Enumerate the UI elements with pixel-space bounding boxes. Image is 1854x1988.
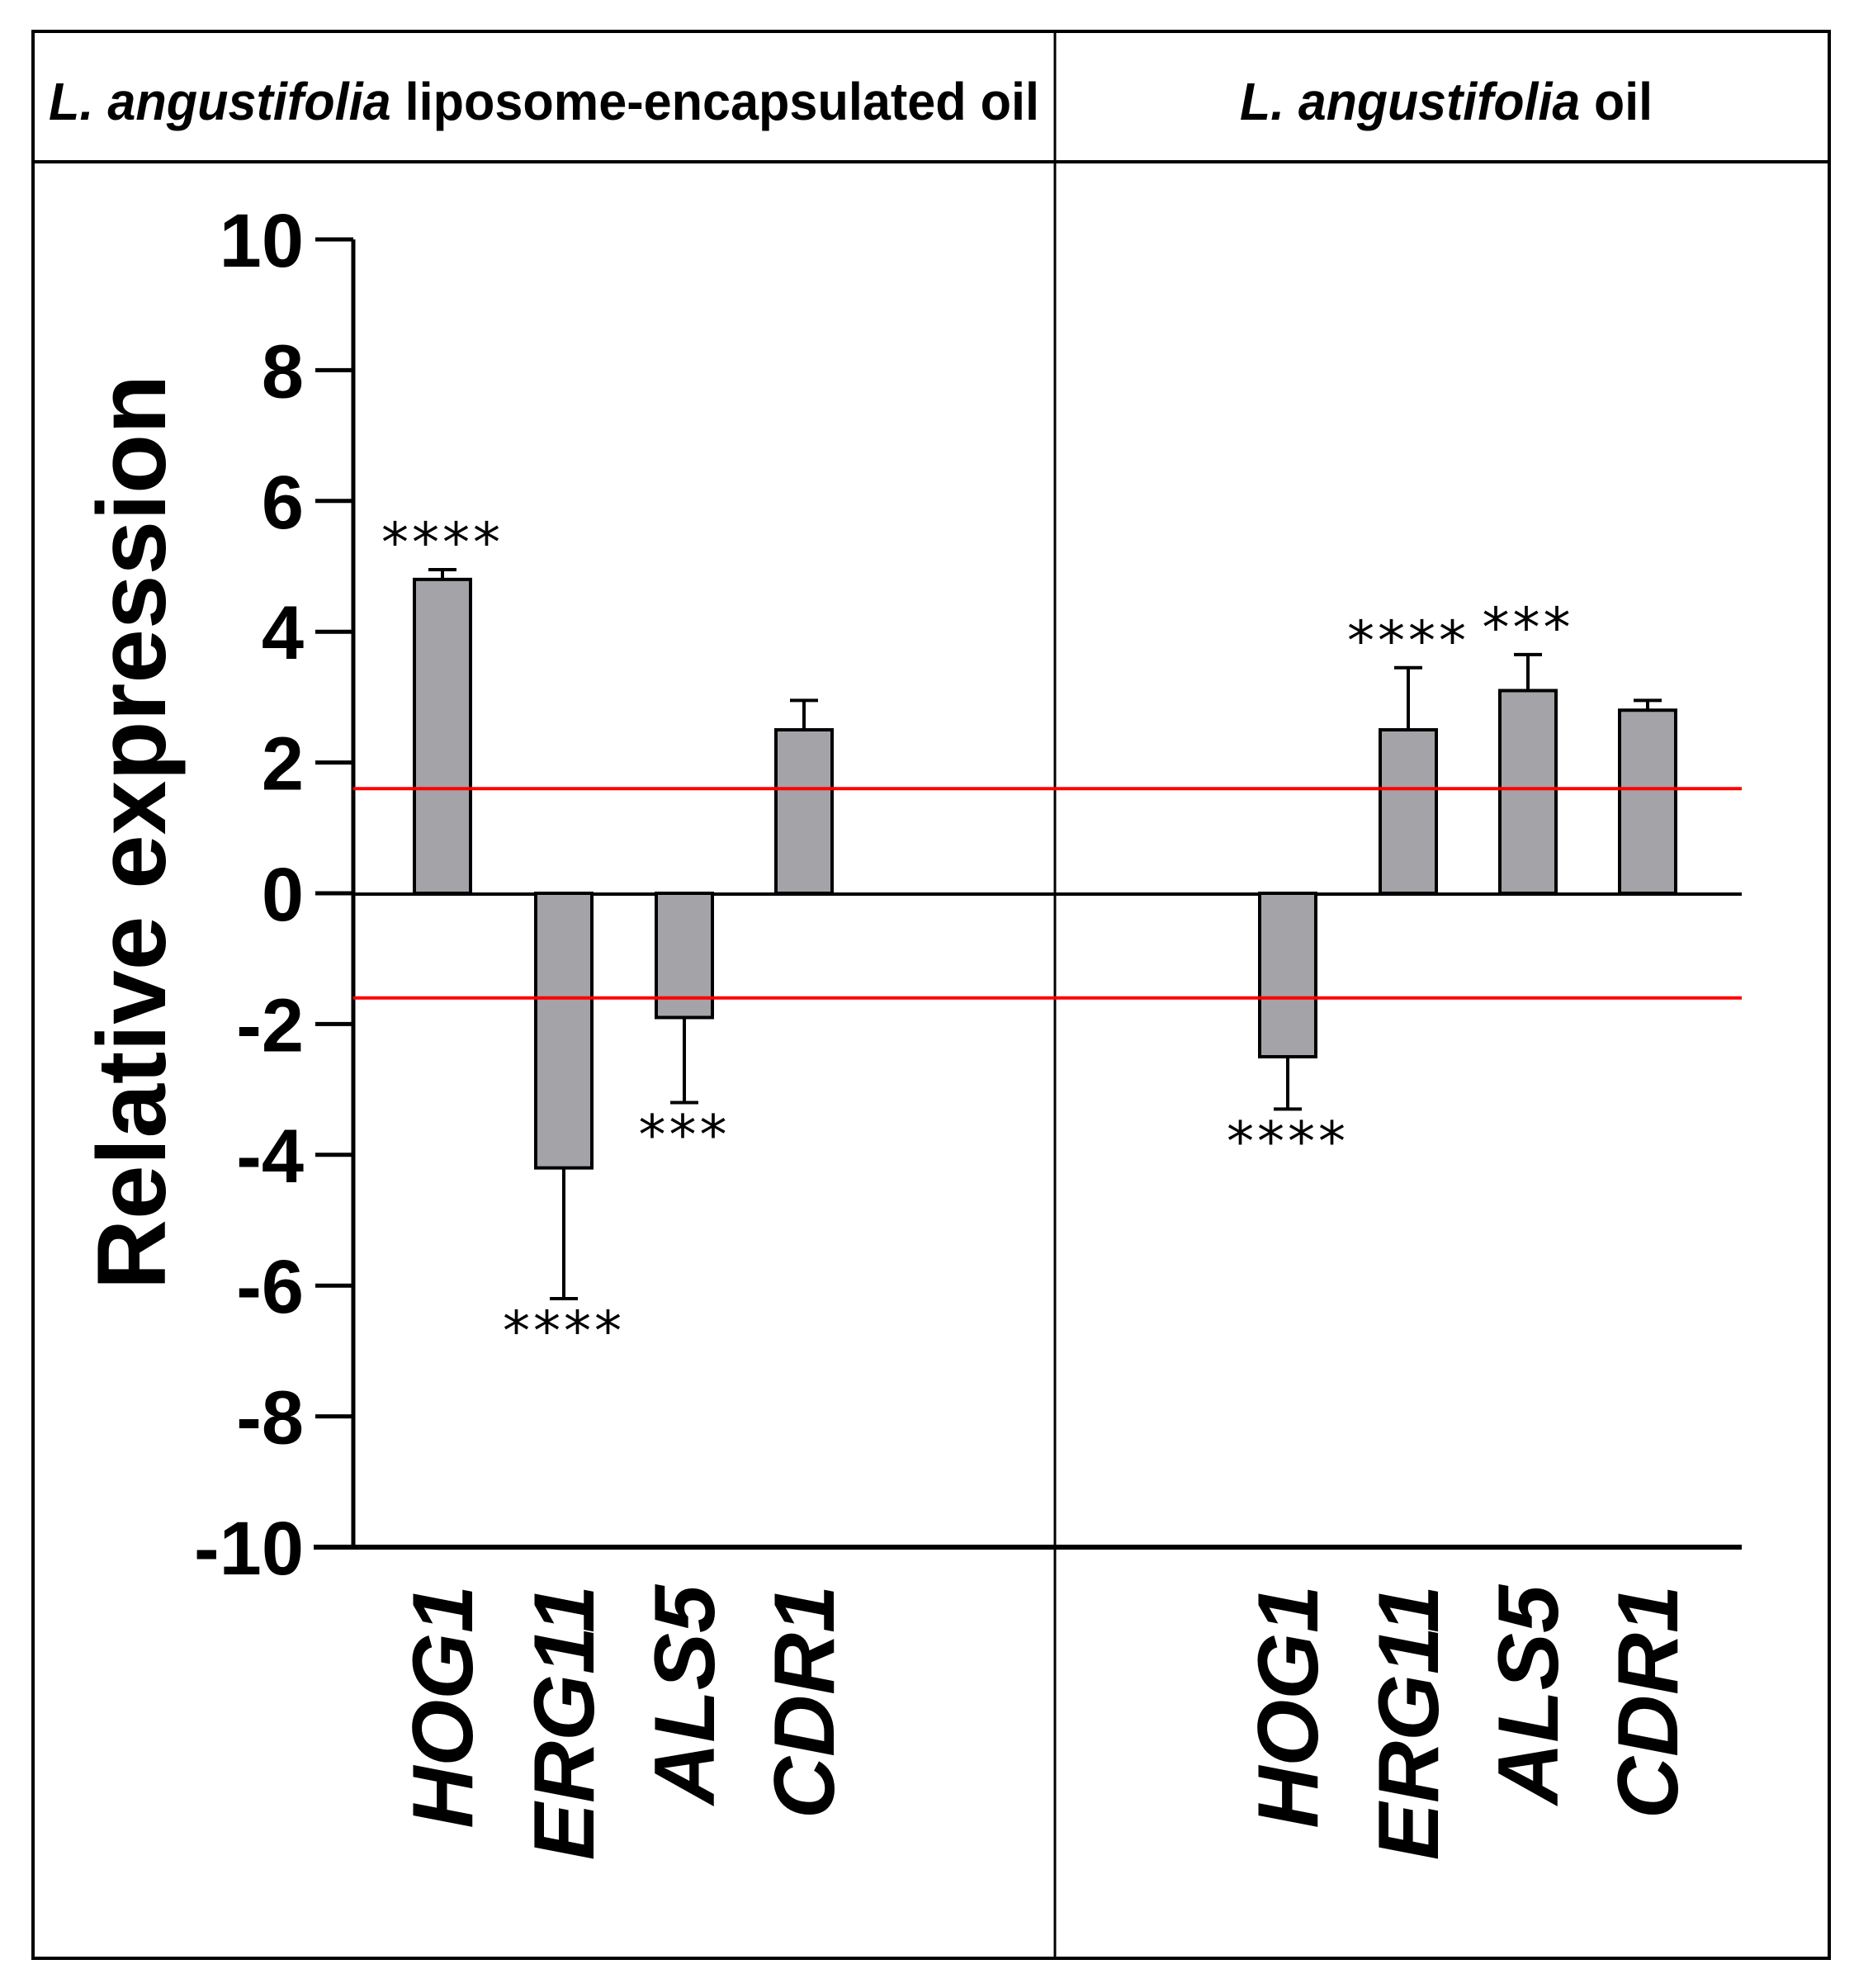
x-category-label: ERG11 (517, 1585, 612, 1860)
y-axis-label: Relative expression (78, 375, 187, 1290)
y-tick-label: 4 (262, 591, 304, 675)
y-tick-label: 8 (262, 329, 304, 414)
y-tick-label: -6 (236, 1245, 304, 1329)
x-category-label: HOG1 (395, 1585, 491, 1829)
significance-marker: **** (1227, 1110, 1349, 1173)
x-category-label: CDR1 (1601, 1585, 1696, 1819)
significance-marker: **** (1347, 609, 1469, 673)
y-tick-label: -8 (236, 1376, 304, 1460)
bar (774, 728, 834, 895)
y-tick-label: -10 (194, 1507, 304, 1591)
y-tick-label: -4 (236, 1115, 304, 1199)
significance-marker: *** (1483, 596, 1574, 660)
x-category-label: HOG1 (1241, 1585, 1336, 1829)
bar (413, 577, 472, 896)
panel-2-title: L. angustifolia oil (1240, 72, 1653, 131)
x-category-label: ALS5 (637, 1583, 733, 1807)
bar (1379, 728, 1438, 895)
panel-2-title-italic: L. angustifolia (1240, 72, 1580, 131)
y-tick-label: 10 (220, 199, 304, 283)
x-category-label: ALS5 (1481, 1583, 1577, 1807)
significance-marker: **** (381, 511, 504, 575)
y-tick-label: 0 (262, 853, 304, 937)
panel-1-title-rest: liposome-encapsulated oil (391, 72, 1039, 131)
chart-frame (31, 30, 1831, 1960)
y-tick-label: 2 (262, 722, 304, 807)
y-tick-label: -2 (236, 983, 304, 1067)
panel-1-title: L. angustifolia liposome-encapsulated oi… (49, 72, 1039, 131)
bar (534, 892, 594, 1170)
significance-marker: **** (503, 1299, 625, 1363)
bar (1498, 689, 1558, 895)
x-category-label: CDR1 (757, 1585, 853, 1819)
bar (1258, 892, 1317, 1058)
y-tick-label: 6 (262, 461, 304, 545)
panel-2-title-rest: oil (1580, 72, 1653, 131)
panel-1-title-italic: L. angustifolia (49, 72, 391, 131)
bar (1618, 708, 1677, 895)
significance-marker: *** (639, 1103, 731, 1167)
x-category-label: ERG11 (1361, 1585, 1457, 1860)
